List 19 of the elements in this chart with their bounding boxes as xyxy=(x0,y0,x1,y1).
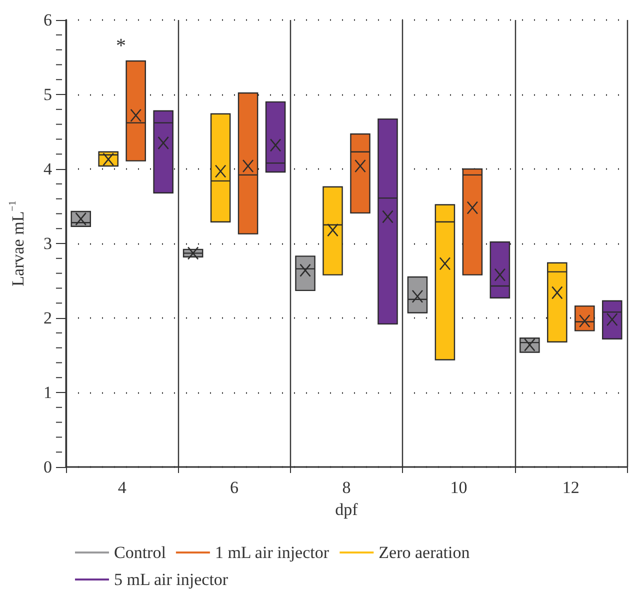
x-axis-title: dpf xyxy=(335,500,358,519)
y-tick-label: 5 xyxy=(44,85,52,104)
x-tick-label: 6 xyxy=(230,478,239,497)
legend-label: Zero aeration xyxy=(378,543,470,562)
x-tick-label: 10 xyxy=(450,478,468,497)
y-axis-title: Larvae mL−1 xyxy=(8,200,28,286)
y-tick-label: 3 xyxy=(44,234,52,253)
y-tick-label: 1 xyxy=(44,383,52,402)
legend-label: 5 mL air injector xyxy=(114,570,228,589)
legend-label: 1 mL air injector xyxy=(214,543,330,562)
x-tick-label: 12 xyxy=(562,478,580,497)
legend-label: Control xyxy=(114,543,166,562)
x-tick-label: 4 xyxy=(118,478,127,497)
annotation: * xyxy=(116,35,126,57)
x-tick-label: 8 xyxy=(342,478,351,497)
y-tick-label: 0 xyxy=(44,458,52,476)
y-tick-label: 6 xyxy=(44,10,52,30)
y-tick-label: 2 xyxy=(44,308,52,328)
y-tick-label: 4 xyxy=(44,160,52,178)
